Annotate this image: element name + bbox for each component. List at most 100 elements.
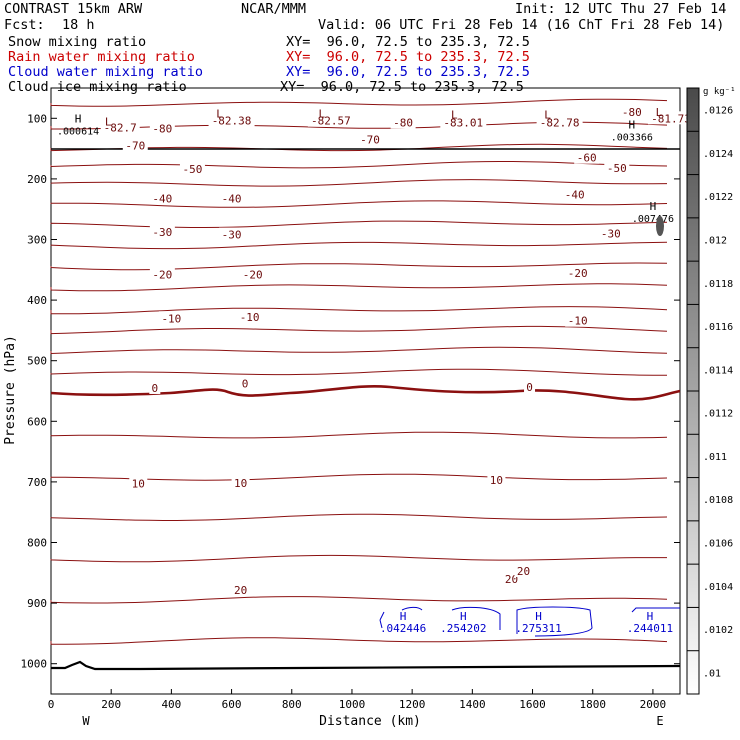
colorbar-tick-label: .0116 bbox=[703, 322, 733, 333]
isotherm-contour bbox=[50, 325, 668, 335]
contour-label: 20 bbox=[517, 565, 530, 578]
contour-label: 0 bbox=[242, 378, 249, 391]
temperature-contours bbox=[50, 98, 680, 645]
contour-label: 20 bbox=[234, 584, 247, 597]
x-tick-label: 200 bbox=[101, 698, 121, 711]
cloud-water-high-marker: H bbox=[535, 610, 542, 623]
colorbar: .01 .0102 .0104 .0106 .0108 .011 .0112 .0114 .01… bbox=[686, 87, 733, 695]
contour-label: -40 bbox=[222, 192, 242, 205]
colorbar-tick-label: .0106 bbox=[703, 539, 733, 550]
y-tick-label: 500 bbox=[27, 355, 47, 368]
y-tick-label: 300 bbox=[27, 234, 47, 247]
extremum-value: .000614 bbox=[57, 126, 99, 137]
contour-label-mask bbox=[604, 160, 630, 174]
field-cloudice-name: Cloud ice mixing ratio bbox=[8, 79, 187, 95]
x-tick-label: 1600 bbox=[519, 698, 546, 711]
cloud-water-contours bbox=[379, 606, 680, 637]
contour-label: -60 bbox=[577, 152, 597, 165]
east-endpoint-label: E bbox=[656, 714, 663, 728]
contour-label-mask bbox=[100, 120, 140, 134]
contour-label-mask bbox=[149, 121, 175, 135]
contour-label-mask bbox=[524, 379, 536, 393]
isotherm-contour bbox=[50, 98, 668, 107]
contour-label: 0 bbox=[152, 382, 159, 395]
x-axis-label: Distance (km) bbox=[319, 714, 421, 729]
contour-label: -70 bbox=[125, 140, 145, 153]
contour-label: -40 bbox=[565, 189, 585, 202]
model-title: CONTRAST 15km ARW bbox=[4, 1, 143, 17]
cloud-water-high-marker: H bbox=[647, 610, 654, 623]
colorbar-tick-label: .0108 bbox=[703, 495, 733, 506]
low-marker: L bbox=[319, 107, 326, 120]
contour-label: -80 bbox=[393, 117, 413, 130]
forecast-hour: 18 h bbox=[62, 17, 95, 33]
x-axis: 0 200 400 600 800 1000 1200 1400 1600 1800 2000 bbox=[48, 689, 666, 711]
cloud-ice-blob bbox=[656, 216, 664, 236]
colorbar-tick-label: .0118 bbox=[703, 279, 733, 290]
isotherm-contour bbox=[50, 161, 668, 169]
isotherm-contour bbox=[50, 554, 667, 563]
isotherm-contour bbox=[50, 262, 668, 271]
y-tick-label: 700 bbox=[27, 476, 47, 489]
contour-label-mask bbox=[239, 376, 251, 390]
x-tick-label: 800 bbox=[282, 698, 302, 711]
colorbar-tick-label: .0102 bbox=[703, 625, 733, 636]
y-axis-label: Pressure (hPa) bbox=[3, 335, 18, 445]
cloud-water-value: .254202 bbox=[440, 622, 486, 635]
contour-label-mask bbox=[536, 115, 583, 129]
colorbar-tick-label: .0104 bbox=[703, 582, 733, 593]
high-marker: H bbox=[629, 118, 636, 131]
colorbar-tick-label: .01 bbox=[703, 668, 721, 679]
zero-isotherm bbox=[50, 384, 681, 401]
field-cloudwater-xy: XY= 96.0, 72.5 to 235.3, 72.5 bbox=[286, 64, 530, 80]
contour-label-mask bbox=[122, 138, 148, 152]
contour-label-mask bbox=[514, 563, 533, 577]
colorbar-tick-label: .0124 bbox=[703, 149, 733, 160]
contour-label-mask bbox=[390, 115, 416, 129]
contour-label-mask bbox=[237, 310, 263, 324]
contour-label: -80 bbox=[152, 123, 172, 136]
contour-label-mask bbox=[647, 111, 694, 125]
colorbar-tick-label: .012 bbox=[703, 236, 727, 247]
contour-label-mask bbox=[240, 267, 266, 281]
colorbar-tick-label: .0114 bbox=[703, 365, 733, 376]
colorbar-tick-label: .0122 bbox=[703, 192, 733, 203]
contour-label: -10 bbox=[240, 311, 260, 324]
contour-label-mask bbox=[179, 162, 205, 176]
contour-label-mask bbox=[219, 227, 245, 241]
contour-label: 10 bbox=[132, 478, 145, 491]
contour-label: -82.78 bbox=[540, 117, 580, 130]
figure-header: CONTRAST 15km ARW NCAR/MMM Init: 12 UTC … bbox=[0, 0, 740, 96]
x-tick-label: 1200 bbox=[399, 698, 426, 711]
contour-label: -70 bbox=[360, 134, 380, 147]
terrain-surface bbox=[51, 660, 681, 671]
isotherm-contour bbox=[50, 283, 668, 292]
field-snow-name: Snow mixing ratio bbox=[8, 34, 147, 50]
contour-label-mask bbox=[598, 226, 624, 240]
contour-label-mask bbox=[129, 476, 148, 490]
west-endpoint-label: W bbox=[82, 714, 90, 728]
isotherm-contour bbox=[50, 513, 668, 521]
isotherm-contour bbox=[50, 637, 668, 645]
contour-label: 10 bbox=[234, 477, 247, 490]
y-tick-label: 1000 bbox=[21, 658, 48, 671]
contour-annotations: -82.7 -80 -82.38 -82.57 -80 -83.01 -82.78 -80 -8… bbox=[57, 105, 694, 635]
contour-label-mask bbox=[231, 582, 250, 596]
extremum-value: .007476 bbox=[632, 214, 674, 225]
x-tick-label: 400 bbox=[161, 698, 181, 711]
x-tick-label: 2000 bbox=[640, 698, 667, 711]
high-marker: H bbox=[650, 200, 657, 213]
field-cloudwater-name: Cloud water mixing ratio bbox=[8, 64, 204, 80]
contour-label: -20 bbox=[568, 267, 588, 280]
contour-label-mask bbox=[574, 150, 600, 164]
contour-label: -82.7 bbox=[104, 121, 137, 134]
contour-label-mask bbox=[307, 113, 354, 127]
y-tick-label: 800 bbox=[27, 537, 47, 550]
x-tick-label: 1000 bbox=[339, 698, 366, 711]
colorbar-tick-label: .0112 bbox=[703, 409, 733, 420]
cloud-water-value: .275311 bbox=[515, 622, 561, 635]
contour-label: -30 bbox=[601, 227, 621, 240]
contour-label-mask bbox=[357, 132, 383, 146]
low-marker: L bbox=[544, 109, 551, 122]
